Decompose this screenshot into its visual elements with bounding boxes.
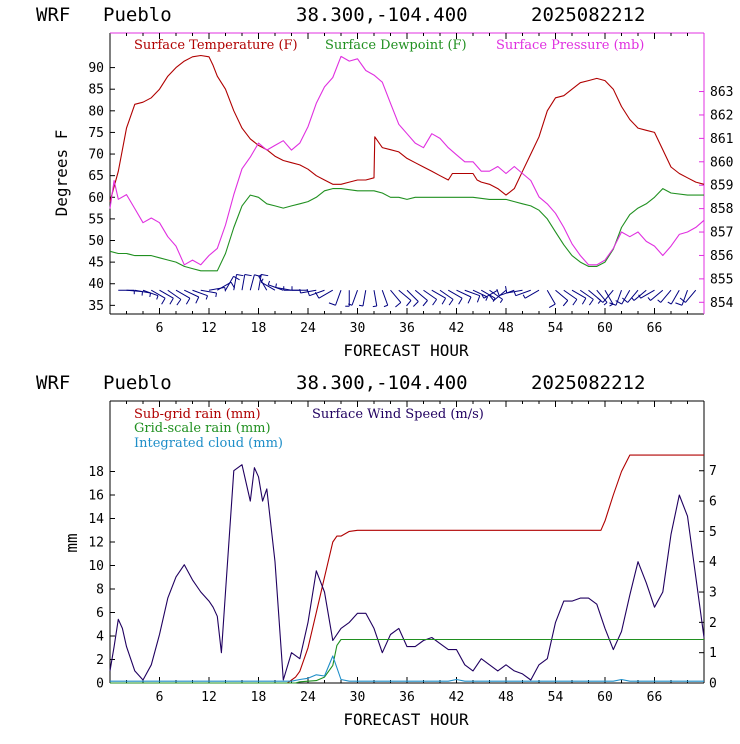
y2-tick-label: 858: [710, 202, 733, 217]
y-tick-label: 70: [88, 148, 104, 163]
y-tick-label: 75: [88, 126, 104, 141]
y2-tick-label: 3: [709, 586, 717, 601]
x-tick-label: 18: [251, 690, 267, 705]
x-tick-label: 6: [156, 690, 164, 705]
x-tick-label: 24: [300, 690, 316, 705]
panel1-model-label: WRF: [36, 4, 70, 26]
x-tick-label: 42: [449, 690, 465, 705]
y2-tick-label: 863: [710, 85, 733, 100]
wind-barb-half-flag: [359, 305, 363, 306]
y-tick-label: 40: [88, 277, 104, 292]
x-tick-label: 60: [597, 321, 613, 336]
panel1-station-label: Pueblo: [103, 4, 172, 26]
y-tick-label: 65: [88, 169, 104, 184]
legend-surface-dewpoint: Surface Dewpoint (F): [325, 38, 467, 53]
x-tick-label: 36: [399, 690, 415, 705]
x-tick-label: 30: [350, 690, 366, 705]
panel2-coords-label: 38.300,-104.400: [296, 372, 468, 394]
legend-integrated-cloud: Integrated cloud (mm): [134, 436, 283, 451]
x-tick-label: 12: [201, 321, 217, 336]
y2-tick-label: 2: [709, 616, 717, 631]
y-tick-label: 2: [96, 653, 104, 668]
legend-surface-temperature: Surface Temperature (F): [134, 38, 298, 53]
y2-tick-label: 861: [710, 132, 733, 147]
x-tick-label: 54: [548, 690, 564, 705]
y-tick-label: 8: [96, 583, 104, 598]
wind-barb-half-flag: [276, 284, 277, 288]
y2-tick-label: 856: [710, 249, 733, 264]
x-tick-label: 18: [251, 321, 267, 336]
legend-grid-scale-rain: Grid-scale rain (mm): [134, 421, 271, 436]
panel1-run-label: 2025082212: [531, 4, 645, 26]
panel1-x-axis-label: FORECAST HOUR: [343, 341, 469, 360]
y-tick-label: 60: [88, 191, 104, 206]
panel1-y-axis-label: Degrees F: [52, 130, 71, 217]
y-tick-label: 35: [88, 299, 104, 314]
x-tick-label: 6: [156, 321, 164, 336]
y2-tick-label: 7: [709, 464, 717, 479]
y2-tick-label: 860: [710, 155, 733, 170]
y2-tick-label: 854: [710, 296, 734, 311]
y-tick-label: 16: [88, 489, 104, 504]
wind-barb-half-flag: [225, 287, 226, 291]
y2-tick-label: 855: [710, 272, 733, 287]
y2-tick-label: 0: [709, 677, 717, 692]
y2-tick-label: 859: [710, 179, 733, 194]
legend-surface-wind-speed: Surface Wind Speed (m/s): [312, 407, 484, 422]
y-tick-label: 85: [88, 83, 104, 98]
y2-tick-label: 862: [710, 108, 733, 123]
y-tick-label: 50: [88, 234, 104, 249]
legend-surface-pressure: Surface Pressure (mb): [496, 38, 644, 53]
panel2-x-axis-label: FORECAST HOUR: [343, 710, 469, 729]
x-tick-label: 48: [498, 690, 514, 705]
x-tick-label: 66: [647, 690, 663, 705]
x-tick-label: 12: [201, 690, 217, 705]
y-tick-label: 14: [88, 512, 104, 527]
wind-barb-half-flag: [300, 289, 301, 293]
y-tick-label: 4: [96, 630, 104, 645]
panel1-coords-label: 38.300,-104.400: [296, 4, 468, 26]
panel2-y-axis-label: mm: [62, 533, 81, 552]
wind-barb-half-flag: [373, 306, 377, 307]
y-tick-label: 0: [96, 677, 104, 692]
x-tick-label: 66: [647, 321, 663, 336]
panel2-station-label: Pueblo: [103, 372, 172, 394]
x-tick-label: 60: [597, 690, 613, 705]
wind-barb-half-flag: [150, 293, 151, 297]
y-tick-label: 12: [88, 536, 104, 551]
x-tick-label: 48: [498, 321, 514, 336]
panel2-model-label: WRF: [36, 372, 70, 394]
x-tick-label: 54: [548, 321, 564, 336]
legend-subgrid-rain: Sub-grid rain (mm): [134, 407, 261, 422]
y2-tick-label: 857: [710, 226, 733, 241]
y-tick-label: 18: [88, 465, 104, 480]
x-tick-label: 30: [350, 321, 366, 336]
y-tick-label: 80: [88, 104, 104, 119]
x-tick-label: 24: [300, 321, 316, 336]
y2-tick-label: 4: [709, 555, 717, 570]
x-tick-label: 42: [449, 321, 465, 336]
wind-barb-half-flag: [216, 293, 217, 297]
y-tick-label: 45: [88, 256, 104, 271]
y-tick-label: 55: [88, 212, 104, 227]
panel2-run-label: 2025082212: [531, 372, 645, 394]
y-tick-label: 6: [96, 606, 104, 621]
y-tick-label: 90: [88, 61, 104, 76]
x-tick-label: 36: [399, 321, 415, 336]
y2-tick-label: 5: [709, 525, 717, 540]
y2-tick-label: 1: [709, 646, 717, 661]
y2-tick-label: 6: [709, 495, 717, 510]
y-tick-label: 10: [88, 559, 104, 574]
